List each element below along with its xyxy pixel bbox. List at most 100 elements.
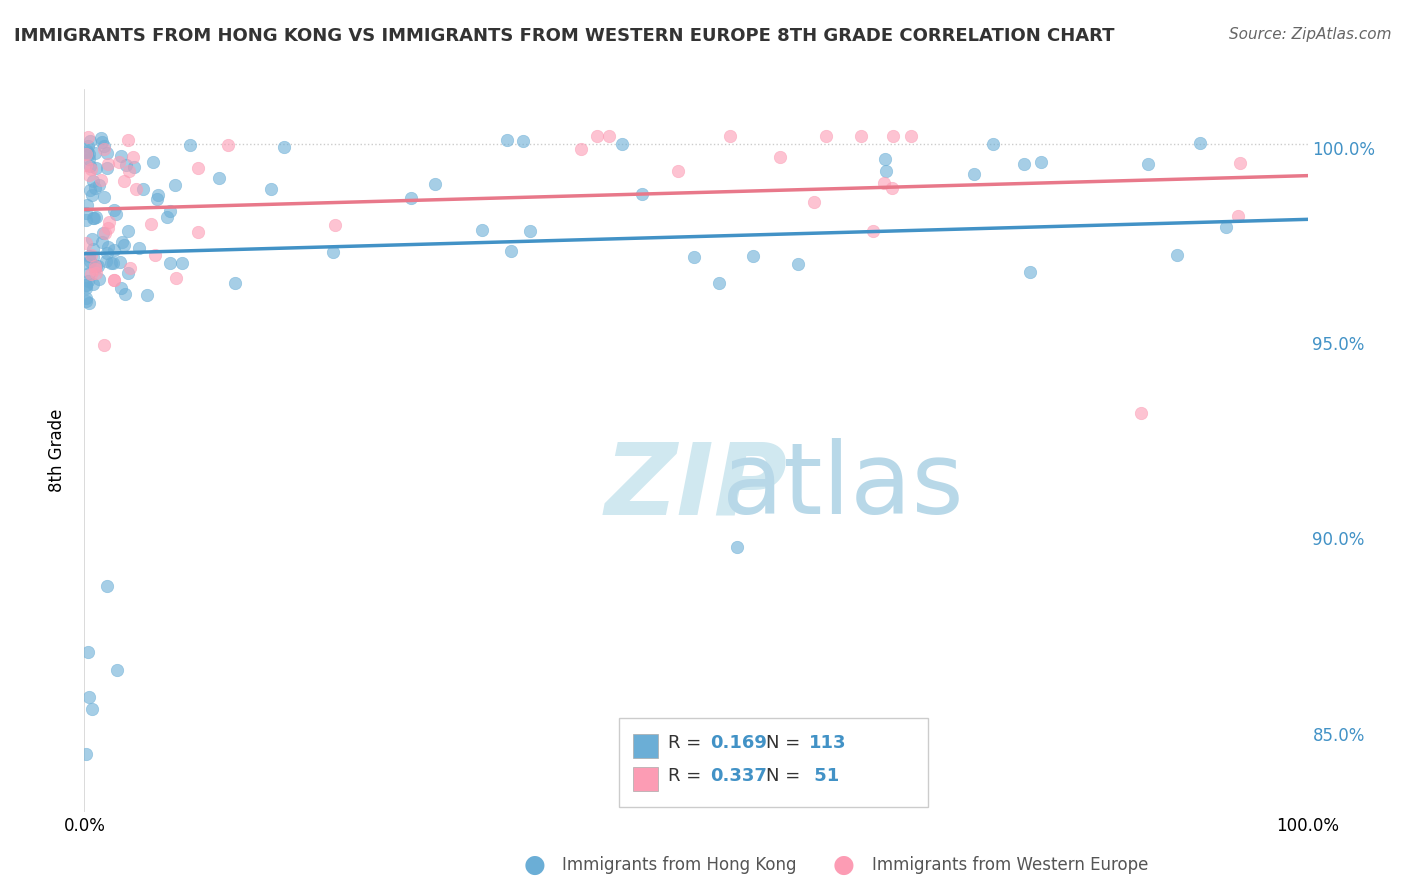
Point bbox=[80, 161, 103, 176]
Point bbox=[165, 178, 187, 192]
Point bbox=[187, 161, 209, 175]
Point bbox=[75, 294, 97, 309]
Point bbox=[84, 146, 107, 161]
Point bbox=[82, 250, 104, 264]
Point bbox=[117, 133, 139, 147]
Point bbox=[76, 145, 98, 159]
Point bbox=[76, 645, 98, 659]
Text: ●: ● bbox=[523, 854, 546, 877]
Point bbox=[79, 183, 101, 197]
Point bbox=[872, 176, 894, 190]
Point bbox=[786, 257, 808, 271]
Point bbox=[112, 238, 135, 252]
Point bbox=[117, 224, 139, 238]
Point bbox=[79, 267, 101, 281]
Point bbox=[217, 137, 239, 152]
Point bbox=[105, 207, 128, 221]
Point bbox=[1129, 406, 1152, 420]
Point bbox=[86, 266, 108, 280]
Text: R =: R = bbox=[668, 734, 707, 752]
Point bbox=[89, 178, 111, 193]
Point bbox=[97, 156, 120, 170]
Point bbox=[125, 181, 148, 195]
Point bbox=[1227, 209, 1250, 223]
Text: Source: ZipAtlas.com: Source: ZipAtlas.com bbox=[1229, 27, 1392, 42]
Point bbox=[159, 204, 181, 219]
Text: 0.169: 0.169 bbox=[710, 734, 766, 752]
Text: ZIP: ZIP bbox=[605, 438, 787, 535]
Point bbox=[803, 195, 825, 210]
Point bbox=[84, 161, 107, 175]
Point bbox=[82, 277, 104, 291]
Point bbox=[598, 129, 620, 144]
Point bbox=[1031, 155, 1053, 169]
Point bbox=[666, 164, 689, 178]
Point bbox=[98, 215, 121, 229]
Point bbox=[114, 287, 136, 301]
Point bbox=[93, 190, 115, 204]
Point bbox=[159, 256, 181, 270]
Point bbox=[93, 338, 115, 352]
Point bbox=[75, 158, 97, 172]
Point bbox=[111, 235, 134, 249]
Point bbox=[82, 211, 104, 225]
Point bbox=[77, 138, 100, 153]
Point bbox=[75, 281, 97, 295]
Point bbox=[471, 222, 494, 236]
Point bbox=[156, 210, 179, 224]
Point bbox=[108, 155, 131, 169]
Point bbox=[612, 137, 634, 152]
Point bbox=[80, 248, 103, 262]
Point bbox=[143, 248, 166, 262]
Point bbox=[84, 262, 107, 277]
Point bbox=[75, 277, 97, 292]
Point bbox=[815, 129, 838, 144]
Point bbox=[86, 259, 108, 273]
Point bbox=[1166, 248, 1188, 262]
Text: 113: 113 bbox=[808, 734, 846, 752]
Point bbox=[1215, 219, 1237, 234]
Point bbox=[401, 191, 423, 205]
Point bbox=[135, 288, 157, 302]
Point bbox=[79, 253, 101, 268]
Point bbox=[100, 256, 122, 270]
Point bbox=[77, 266, 100, 280]
Point bbox=[83, 211, 105, 225]
Point bbox=[122, 150, 145, 164]
Point bbox=[142, 154, 165, 169]
Point bbox=[77, 130, 100, 145]
Point bbox=[82, 232, 104, 246]
Point bbox=[96, 579, 118, 593]
Point bbox=[103, 272, 125, 286]
Point bbox=[84, 180, 107, 194]
Point bbox=[1137, 157, 1160, 171]
Point bbox=[499, 244, 522, 258]
Point bbox=[75, 235, 97, 250]
Point bbox=[139, 217, 162, 231]
Point bbox=[117, 266, 139, 280]
Point bbox=[83, 260, 105, 274]
Text: Immigrants from Hong Kong: Immigrants from Hong Kong bbox=[562, 856, 797, 874]
Point bbox=[110, 255, 132, 269]
Text: atlas: atlas bbox=[721, 438, 963, 535]
Point bbox=[110, 148, 132, 162]
Point bbox=[91, 135, 114, 149]
Point bbox=[93, 139, 115, 153]
Point bbox=[709, 276, 731, 290]
Point bbox=[79, 690, 101, 704]
Point bbox=[122, 160, 145, 174]
Point bbox=[103, 243, 125, 257]
Point bbox=[75, 256, 97, 270]
Point bbox=[80, 702, 103, 716]
Point bbox=[187, 225, 209, 239]
Point bbox=[851, 129, 873, 144]
Point bbox=[1018, 265, 1040, 279]
Point bbox=[77, 249, 100, 263]
Point bbox=[1189, 136, 1212, 150]
Point bbox=[1012, 156, 1035, 170]
Text: N =: N = bbox=[766, 734, 806, 752]
Point bbox=[76, 145, 98, 160]
Point bbox=[93, 142, 115, 156]
Point bbox=[585, 129, 607, 144]
Point bbox=[77, 147, 100, 161]
